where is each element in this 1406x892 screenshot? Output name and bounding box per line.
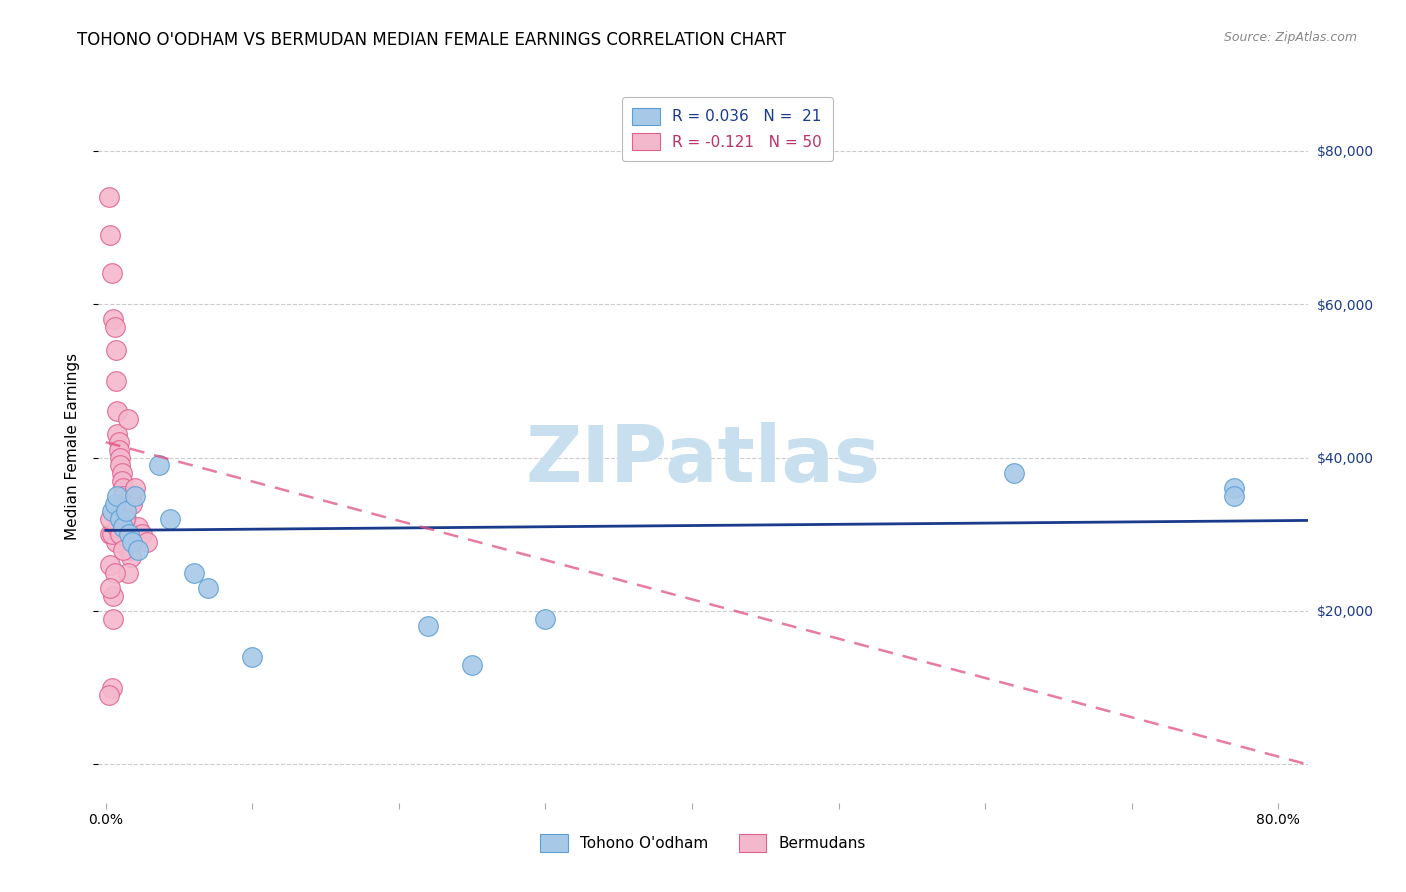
Point <box>115 512 138 526</box>
Point <box>114 497 136 511</box>
Point <box>111 474 134 488</box>
Point <box>105 343 128 357</box>
Point <box>127 542 149 557</box>
Point <box>121 535 143 549</box>
Point <box>418 619 440 633</box>
Point <box>112 481 135 495</box>
Point <box>110 512 132 526</box>
Point <box>107 489 129 503</box>
Point <box>240 650 263 665</box>
Point <box>101 589 124 603</box>
Point <box>98 512 121 526</box>
Text: ZIPatlas: ZIPatlas <box>526 422 880 499</box>
Point <box>114 512 136 526</box>
Point <box>108 435 131 450</box>
Point <box>105 535 128 549</box>
Point <box>100 527 122 541</box>
Point <box>115 504 138 518</box>
Point <box>197 581 219 595</box>
Point <box>120 550 142 565</box>
Point <box>114 504 136 518</box>
Point <box>98 581 121 595</box>
Point <box>127 519 149 533</box>
Legend: Tohono O'odham, Bermudans: Tohono O'odham, Bermudans <box>533 827 873 859</box>
Point <box>117 412 139 426</box>
Point <box>124 481 146 495</box>
Point <box>110 450 132 465</box>
Point <box>534 612 557 626</box>
Point <box>112 519 135 533</box>
Point <box>110 458 132 473</box>
Point <box>159 512 181 526</box>
Point <box>103 566 125 580</box>
Y-axis label: Median Female Earnings: Median Female Earnings <box>65 352 80 540</box>
Point <box>1223 481 1246 495</box>
Point <box>183 566 205 580</box>
Point <box>97 689 120 703</box>
Point <box>112 489 135 503</box>
Point <box>131 527 153 541</box>
Point <box>103 497 125 511</box>
Point <box>1004 466 1026 480</box>
Point <box>148 458 170 473</box>
Point <box>117 527 139 541</box>
Point <box>111 466 134 480</box>
Point <box>461 657 484 672</box>
Point <box>115 519 138 533</box>
Point <box>103 320 125 334</box>
Point <box>100 681 122 695</box>
Point <box>124 489 146 503</box>
Point <box>118 527 141 541</box>
Point <box>107 404 129 418</box>
Point <box>108 442 131 457</box>
Point <box>98 527 121 541</box>
Point <box>107 519 129 533</box>
Point <box>111 519 134 533</box>
Point <box>110 527 132 541</box>
Point <box>121 497 143 511</box>
Point <box>100 266 122 280</box>
Point <box>107 427 129 442</box>
Point <box>112 542 135 557</box>
Point <box>98 558 121 572</box>
Point <box>105 374 128 388</box>
Point <box>100 504 122 518</box>
Point <box>101 612 124 626</box>
Point <box>118 535 141 549</box>
Text: TOHONO O'ODHAM VS BERMUDAN MEDIAN FEMALE EARNINGS CORRELATION CHART: TOHONO O'ODHAM VS BERMUDAN MEDIAN FEMALE… <box>77 31 786 49</box>
Point <box>101 312 124 326</box>
Text: Source: ZipAtlas.com: Source: ZipAtlas.com <box>1223 31 1357 45</box>
Point <box>108 527 131 541</box>
Point <box>135 535 157 549</box>
Point <box>118 542 141 557</box>
Point <box>117 566 139 580</box>
Point <box>98 227 121 242</box>
Point <box>97 189 120 203</box>
Point <box>120 489 142 503</box>
Point <box>1223 489 1246 503</box>
